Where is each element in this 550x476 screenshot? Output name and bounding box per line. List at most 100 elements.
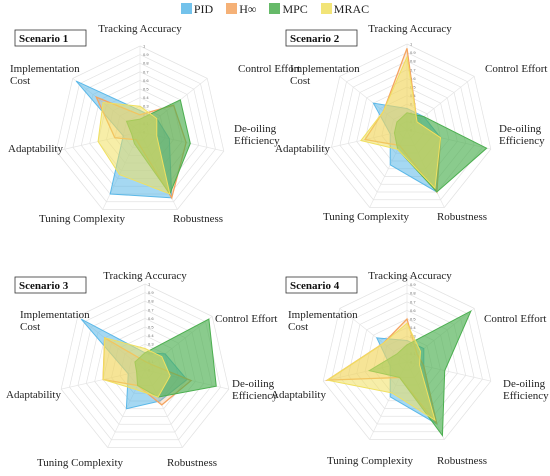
axis-label-line: Cost — [290, 75, 310, 87]
tick-label: 1 — [410, 42, 413, 47]
grid-ring — [60, 283, 230, 448]
axis-label: Implementation Cost — [290, 63, 360, 87]
tick-label: 1 — [410, 274, 413, 279]
axis-label: Control Effort — [238, 63, 300, 75]
axis-label: De-oiling Efficiency — [232, 378, 278, 402]
tick-label: 0.5 — [148, 325, 154, 330]
chart-title: Scenario 2 — [290, 33, 340, 45]
tick-label: 0.3 — [148, 342, 154, 347]
axis-label: Adaptability — [6, 389, 61, 401]
grid-ring — [331, 52, 483, 201]
legend-label-pid: PID — [193, 2, 214, 16]
tick-label: 0.7 — [143, 69, 149, 74]
axis-label: Tracking Accuracy — [368, 270, 452, 282]
grid-ring — [331, 284, 483, 433]
axis-label: Adaptability — [271, 389, 326, 401]
axis-label: Tracking Accuracy — [368, 23, 452, 35]
grid-ring — [322, 43, 492, 208]
legend-swatch-mrac — [320, 3, 332, 14]
legend-label-mrac: MRAC — [333, 2, 370, 16]
legend-item-hinf: H∞ — [226, 2, 256, 17]
axis-label: Tracking Accuracy — [98, 23, 182, 35]
tick-label: 0.4 — [148, 333, 154, 338]
chart-title: Scenario 4 — [290, 280, 340, 292]
axis-label: Robustness — [437, 211, 487, 223]
chart-title: Scenario 1 — [19, 33, 68, 45]
axis-label: De-oiling Efficiency — [503, 378, 549, 402]
tick-label: 0.5 — [410, 85, 416, 90]
axis-label: Implementation Cost — [10, 63, 80, 87]
axis-label-line: Efficiency — [234, 135, 280, 147]
axis-label-line: Implementation — [290, 63, 360, 75]
axis-label-line: Efficiency — [503, 390, 549, 402]
series-area-mrac — [97, 101, 171, 195]
axis-label-line: Cost — [10, 75, 30, 87]
grid-ring — [356, 78, 458, 177]
axis-label-line: Cost — [288, 321, 308, 333]
legend-item-pid: PID — [180, 2, 214, 17]
grid-ring — [64, 54, 216, 203]
axis-label-line: Efficiency — [499, 135, 545, 147]
axis-label-line: Implementation — [288, 309, 358, 321]
tick-label: 0.9 — [143, 52, 149, 57]
series-area-mrac — [102, 337, 171, 398]
tick-label: 0.8 — [410, 59, 416, 64]
axis-label: Tuning Complexity — [39, 213, 126, 225]
axis-label-line: Cost — [20, 321, 40, 333]
grid-ring — [347, 69, 467, 185]
tick-label: 0.8 — [143, 61, 149, 66]
tick-label: 0.7 — [148, 307, 154, 312]
tick-label: 0.9 — [410, 282, 416, 287]
axis-label: Control Effort — [485, 63, 547, 75]
tick-label: 0.3 — [143, 104, 149, 109]
axis-label: Robustness — [437, 455, 487, 467]
axis-label: Robustness — [173, 213, 223, 225]
grid-ring — [55, 45, 225, 210]
tick-label: 0.6 — [143, 78, 149, 83]
series-area-mrac — [360, 55, 442, 190]
axis-label-line: De-oiling — [499, 123, 542, 135]
axis-label: Implementation Cost — [288, 309, 358, 333]
series-area-mrac — [326, 322, 436, 422]
axis-label: Adaptability — [275, 143, 330, 155]
tick-label: 0.6 — [148, 316, 154, 321]
axis-label: Tuning Complexity — [323, 211, 410, 223]
legend-swatch-hinf — [226, 3, 238, 14]
legend-swatch-mpc — [269, 3, 281, 14]
tick-label: 0.7 — [410, 67, 416, 72]
tick-label: 0.6 — [410, 76, 416, 81]
axis-label: Adaptability — [8, 143, 63, 155]
legend: PID H∞ MPC MRAC — [0, 2, 550, 17]
axis-label: Tuning Complexity — [37, 457, 124, 469]
axis-label-line: De-oiling — [234, 123, 277, 135]
tick-label: 0.5 — [410, 317, 416, 322]
axis-label-line: Implementation — [20, 309, 90, 321]
axis-label: De-oiling Efficiency — [234, 123, 280, 147]
legend-item-mrac: MRAC — [320, 2, 370, 17]
axis-label-line: Efficiency — [232, 390, 278, 402]
grid-ring — [339, 60, 475, 193]
axis-label: De-oiling Efficiency — [499, 123, 545, 147]
grid-ring — [322, 275, 492, 440]
axis-label: Robustness — [167, 457, 217, 469]
tick-label: 0.5 — [143, 87, 149, 92]
legend-swatch-pid — [180, 3, 192, 14]
axis-label: Control Effort — [215, 313, 277, 325]
tick-label: 1 — [148, 282, 151, 287]
axis-label-line: De-oiling — [503, 378, 546, 390]
tick-label: 0.4 — [410, 325, 416, 330]
tick-label: 0.8 — [148, 299, 154, 304]
axis-label: Tracking Accuracy — [103, 270, 187, 282]
axis-label-line: De-oiling — [232, 378, 275, 390]
chart-title-box — [14, 276, 87, 294]
axis-label: Control Effort — [484, 313, 546, 325]
legend-label-hinf: H∞ — [239, 2, 257, 16]
legend-label-mpc: MPC — [282, 2, 308, 16]
chart-title-box — [285, 29, 358, 47]
tick-label: 0.9 — [148, 290, 154, 295]
